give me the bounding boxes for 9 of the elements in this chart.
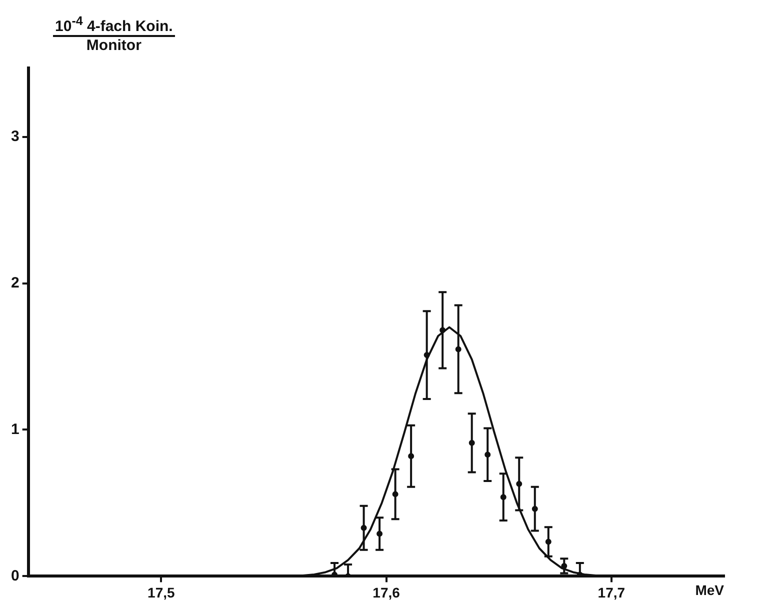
y-tick-label: 0 <box>11 567 20 584</box>
y-tick-label: 2 <box>11 274 20 292</box>
x-tick-label: 17,7 <box>598 584 626 600</box>
x-axis-title: MeV <box>695 582 725 598</box>
x-tick-label: 17,5 <box>148 584 176 600</box>
x-tick-label: 17,6 <box>372 584 400 600</box>
y-tick-label: 3 <box>11 128 20 145</box>
y-axis-title: 10$^{-4}$ 4-fach Koin. Monitor <box>54 14 174 54</box>
y-tick-label: 1 <box>11 420 20 438</box>
